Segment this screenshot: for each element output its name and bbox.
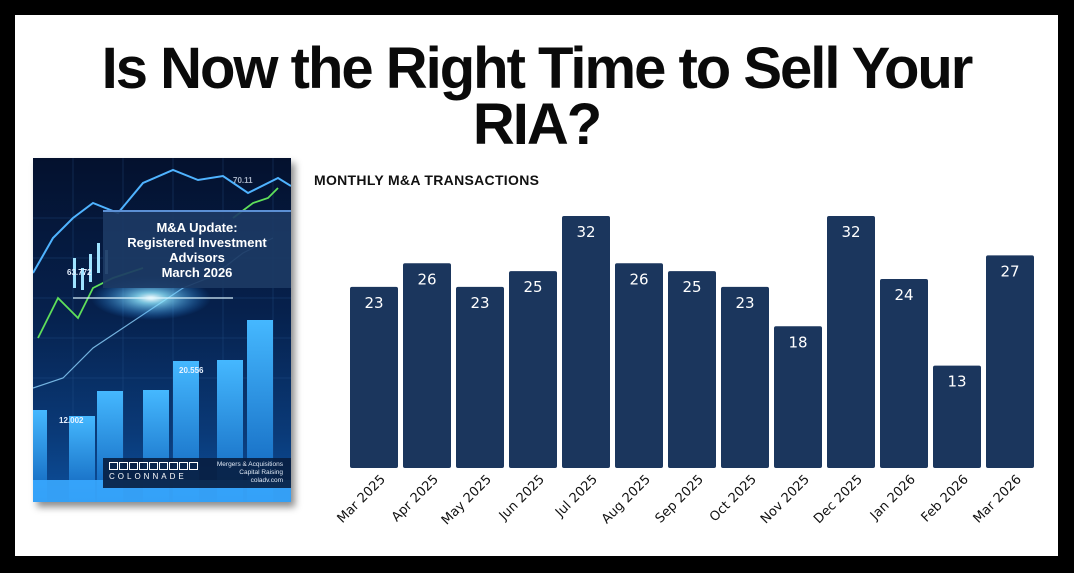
bar-jun-2025 bbox=[509, 271, 557, 468]
bar-apr-2025 bbox=[403, 263, 451, 468]
x-tick-label: May 2025 bbox=[439, 472, 495, 528]
bar-mar-2025 bbox=[350, 286, 398, 468]
data-label: 27 bbox=[1000, 262, 1019, 280]
bar-may-2025 bbox=[456, 286, 504, 468]
x-tick-label: Jun 2025 bbox=[496, 472, 548, 524]
bar-mar-2026 bbox=[986, 255, 1034, 468]
bar-feb-2026 bbox=[933, 365, 981, 468]
cover-stat-2: 20.556 bbox=[179, 366, 204, 375]
bar-jul-2025 bbox=[562, 216, 610, 468]
chart-title: MONTHLY M&A TRANSACTIONS bbox=[314, 172, 540, 188]
cover-stat-1: 63.772 bbox=[67, 268, 92, 277]
cover-title-line-1: M&A Update: bbox=[156, 220, 238, 235]
report-cover: M&A Update: Registered Investment Adviso… bbox=[33, 158, 291, 502]
data-label: 26 bbox=[417, 270, 436, 288]
data-label: 18 bbox=[788, 333, 807, 351]
bar-sep-2025 bbox=[668, 271, 716, 468]
bar-dec-2025 bbox=[827, 216, 875, 468]
bar-chart: 23 Mar 2025 26 Apr 2025 23 May 2025 25 Jun 2025… bbox=[335, 216, 1034, 528]
bar-nov-2025 bbox=[774, 326, 822, 468]
cover-footer: COLONNADE Mergers & Acquisitions Capital… bbox=[103, 458, 291, 488]
x-tick-label: Mar 2025 bbox=[335, 472, 389, 526]
x-tick-label: Nov 2025 bbox=[758, 472, 813, 527]
x-tick-label: Oct 2025 bbox=[707, 472, 760, 525]
bar-oct-2025 bbox=[721, 286, 769, 468]
logo-text: COLONNADE bbox=[109, 472, 187, 481]
cover-title-line-4: March 2026 bbox=[161, 265, 233, 280]
data-label: 25 bbox=[682, 278, 701, 296]
cover-stat-3: 12.002 bbox=[59, 416, 84, 425]
cover-contact-line-3: coladv.com bbox=[250, 477, 283, 484]
x-tick-label: Jul 2025 bbox=[552, 472, 601, 521]
cover-title-box: M&A Update: Registered Investment Adviso… bbox=[103, 210, 291, 288]
data-label: 23 bbox=[470, 294, 489, 312]
frame: Is Now the Right Time to Sell Your RIA? bbox=[15, 15, 1058, 556]
cover-title-line-2: Registered Investment bbox=[127, 235, 267, 250]
colonnade-logo: COLONNADE bbox=[109, 462, 198, 481]
cover-title-line-3: Advisors bbox=[169, 250, 225, 265]
data-label: 32 bbox=[841, 223, 860, 241]
data-label: 23 bbox=[735, 294, 754, 312]
data-label: 25 bbox=[523, 278, 542, 296]
headline: Is Now the Right Time to Sell Your RIA? bbox=[15, 40, 1058, 154]
bar-jan-2026 bbox=[880, 279, 928, 468]
bar-aug-2025 bbox=[615, 263, 663, 468]
x-tick-label: Dec 2025 bbox=[811, 472, 866, 527]
x-tick-label: Sep 2025 bbox=[653, 472, 707, 526]
headline-line-2: RIA? bbox=[472, 92, 602, 157]
headline-line-1: Is Now the Right Time to Sell Your bbox=[101, 36, 974, 101]
x-tick-label: Aug 2025 bbox=[599, 472, 654, 527]
data-label: 26 bbox=[629, 270, 648, 288]
logo-columns-icon bbox=[109, 462, 198, 470]
data-label: 23 bbox=[364, 294, 383, 312]
x-tick-label: Mar 2026 bbox=[971, 472, 1025, 526]
cover-contact-line-2: Capital Raising bbox=[239, 469, 283, 476]
data-label: 24 bbox=[894, 286, 913, 304]
cover-stat-4: 70.11 bbox=[233, 176, 253, 185]
x-tick-label: Feb 2026 bbox=[919, 472, 972, 525]
data-label: 32 bbox=[576, 223, 595, 241]
data-label: 13 bbox=[947, 373, 966, 391]
x-tick-label: Jan 2026 bbox=[867, 472, 919, 524]
cover-contact-line-1: Mergers & Acquisitions bbox=[216, 461, 283, 468]
x-tick-label: Apr 2025 bbox=[389, 472, 442, 525]
cover-contact: Mergers & Acquisitions Capital Raising c… bbox=[217, 461, 283, 485]
